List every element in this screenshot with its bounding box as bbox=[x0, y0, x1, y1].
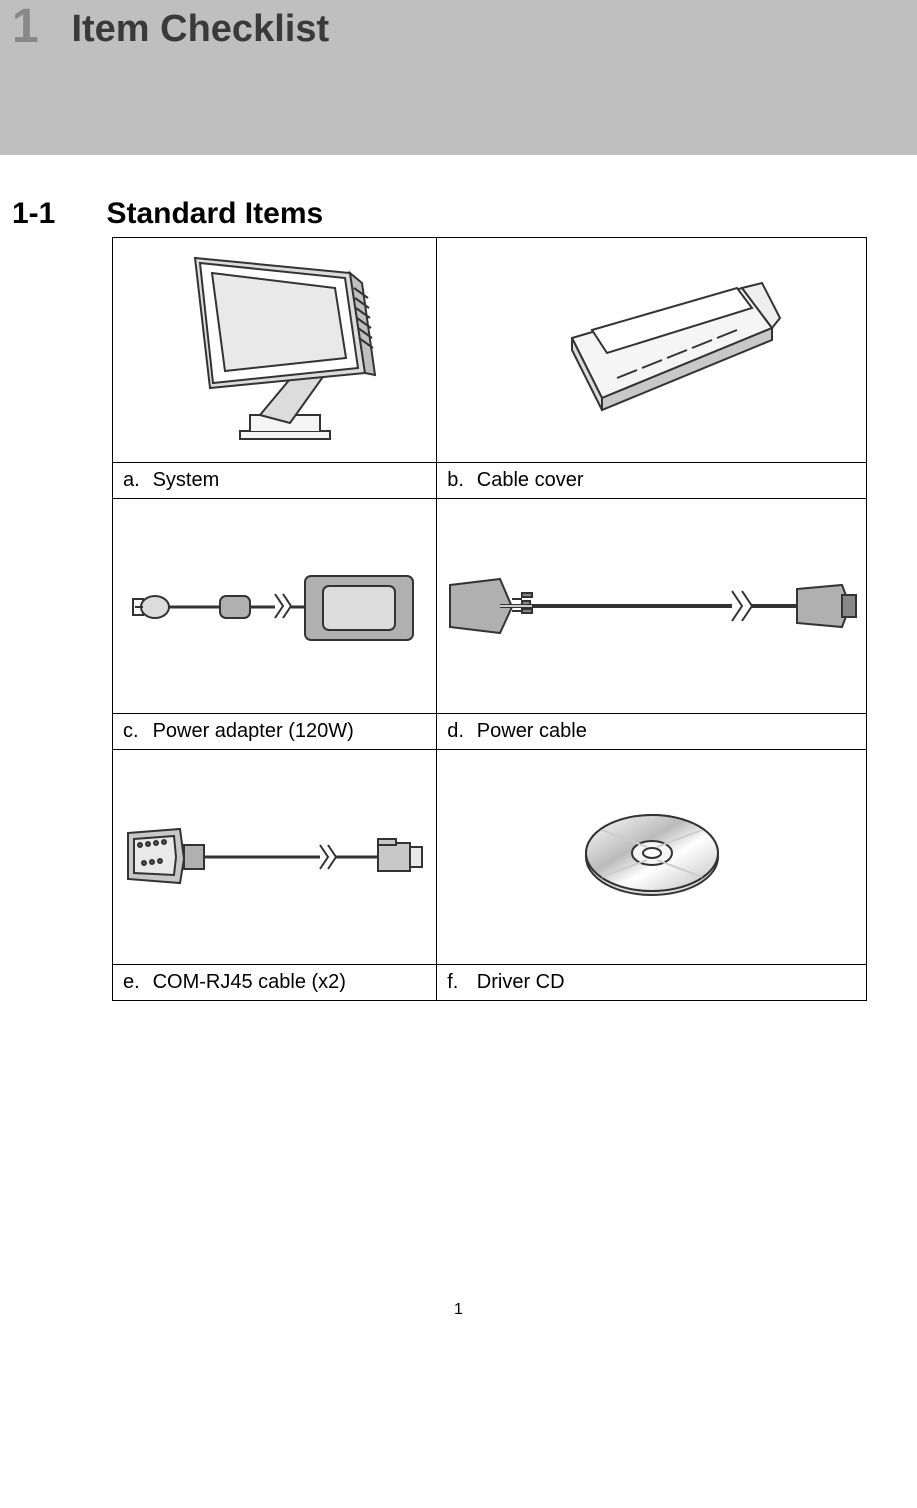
item-letter: b. bbox=[447, 469, 471, 492]
section-number: 1-1 bbox=[12, 197, 102, 231]
item-b-label: b. Cable cover bbox=[437, 463, 867, 499]
item-letter: e. bbox=[123, 971, 147, 994]
item-letter: c. bbox=[123, 720, 147, 743]
item-letter: d. bbox=[447, 720, 471, 743]
item-e-image bbox=[113, 750, 437, 965]
item-text: System bbox=[153, 469, 220, 491]
power-adapter-icon bbox=[125, 544, 425, 664]
chapter-number: 1 bbox=[12, 0, 62, 52]
item-a-image bbox=[113, 238, 437, 463]
items-table: a. System b. Cable cover bbox=[112, 237, 867, 1001]
page-number: 1 bbox=[0, 1301, 917, 1319]
chapter-header: 1 Item Checklist bbox=[0, 0, 917, 155]
item-b-image bbox=[437, 238, 867, 463]
item-text: COM-RJ45 cable (x2) bbox=[153, 971, 346, 993]
item-d-image bbox=[437, 499, 867, 714]
item-c-label: c. Power adapter (120W) bbox=[113, 714, 437, 750]
item-d-label: d. Power cable bbox=[437, 714, 867, 750]
item-e-label: e. COM-RJ45 cable (x2) bbox=[113, 965, 437, 1001]
item-letter: a. bbox=[123, 469, 147, 492]
cable-cover-icon bbox=[512, 268, 792, 428]
item-text: Driver CD bbox=[477, 971, 565, 993]
section-title: Standard Items bbox=[106, 197, 323, 231]
item-letter: f. bbox=[447, 971, 471, 994]
item-c-image bbox=[113, 499, 437, 714]
power-cable-icon bbox=[442, 549, 862, 659]
item-text: Cable cover bbox=[477, 469, 584, 491]
item-f-label: f. Driver CD bbox=[437, 965, 867, 1001]
item-text: Power cable bbox=[477, 720, 587, 742]
com-rj45-cable-icon bbox=[120, 805, 430, 905]
system-icon bbox=[140, 243, 410, 453]
item-a-label: a. System bbox=[113, 463, 437, 499]
driver-cd-icon bbox=[572, 785, 732, 925]
item-text: Power adapter (120W) bbox=[153, 720, 354, 742]
chapter-title: Item Checklist bbox=[66, 0, 329, 54]
item-f-image bbox=[437, 750, 867, 965]
section-heading: 1-1 Standard Items bbox=[0, 197, 917, 231]
